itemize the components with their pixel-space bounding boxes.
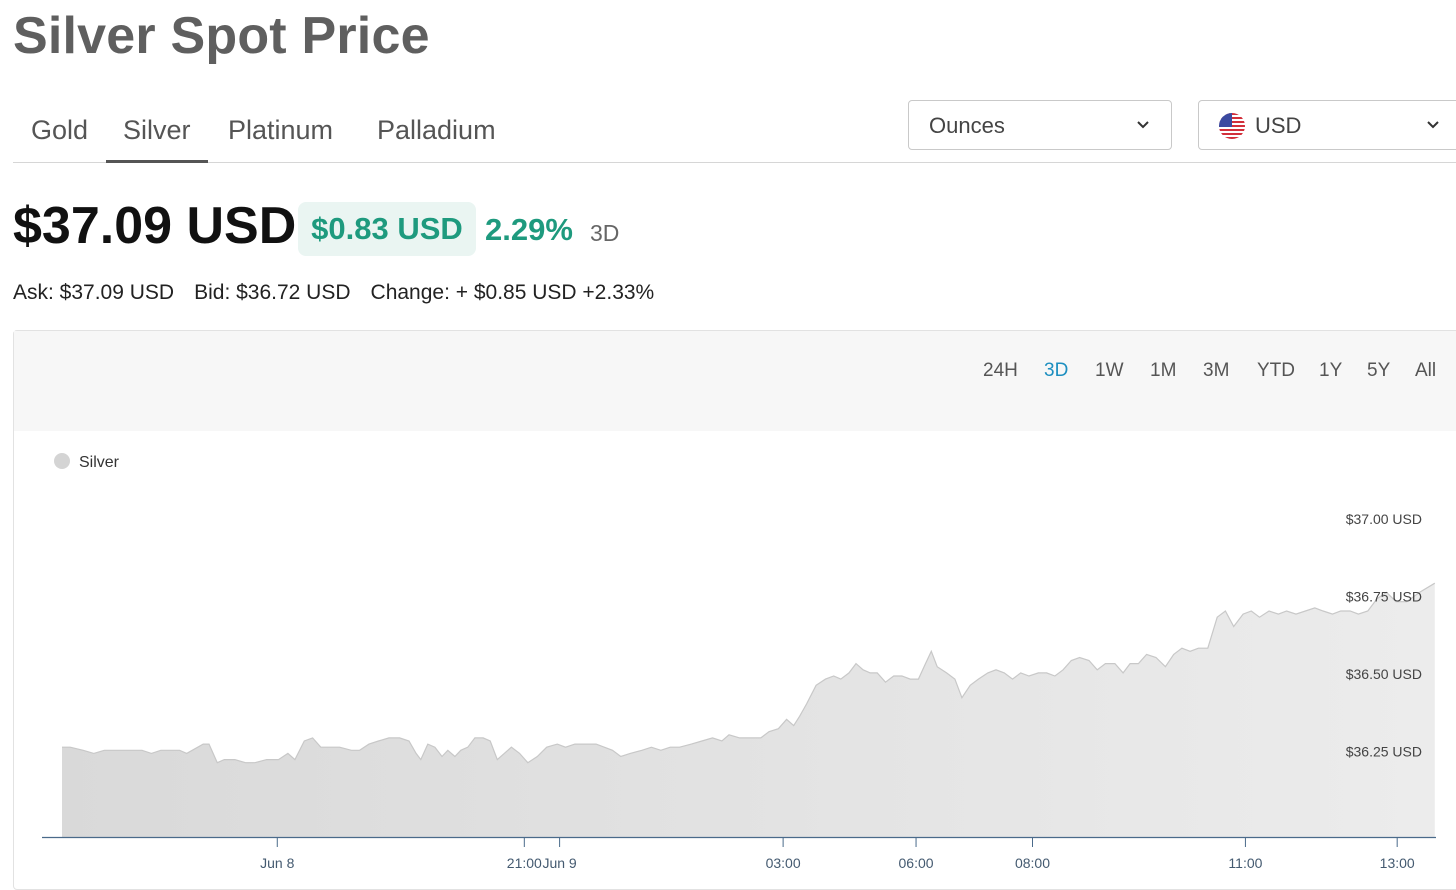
range-1m-button[interactable]: 1M (1150, 360, 1177, 381)
chart-panel: 24H 3D 1W 1M 3M YTD 1Y 5Y All Silver $36.… (13, 330, 1456, 890)
x-tick-label: Jun 8 (260, 855, 294, 871)
y-tick-label: $36.50 USD (1346, 666, 1422, 682)
period-tag: 3D (590, 220, 620, 246)
y-tick-label: $37.00 USD (1346, 511, 1422, 527)
chevron-down-icon (1137, 121, 1149, 129)
y-tick-label: $36.75 USD (1346, 589, 1422, 605)
range-3m-button[interactable]: 3M (1203, 360, 1230, 381)
range-3d-button[interactable]: 3D (1044, 360, 1069, 381)
y-tick-label: $36.25 USD (1346, 743, 1422, 759)
quote-line: Ask: $37.09 USD Bid: $36.72 USD Change: + … (13, 281, 674, 305)
x-tick-label: 06:00 (899, 855, 934, 871)
bid-price: Bid: $36.72 USD (194, 281, 351, 304)
silver-area (62, 583, 1435, 837)
unit-select[interactable]: Ounces (908, 100, 1172, 150)
legend-label: Silver (79, 454, 120, 471)
range-ytd-button[interactable]: YTD (1257, 360, 1295, 381)
x-tick-label: 11:00 (1228, 855, 1262, 871)
range-all-button[interactable]: All (1415, 360, 1437, 381)
x-tick-label: 21:00 (507, 855, 542, 871)
tab-platinum[interactable]: Platinum (228, 115, 334, 145)
metal-tabs: Gold Silver Platinum Palladium (13, 100, 1456, 163)
currency-select-value: USD (1255, 113, 1302, 138)
tab-palladium[interactable]: Palladium (377, 115, 496, 145)
quote-change: Change: + $0.85 USD +2.33% (370, 281, 655, 304)
range-5y-button[interactable]: 5Y (1367, 360, 1391, 381)
silver-price-chart[interactable]: Silver $36.25 USD $36.50 USD $36.75 USD $37.… (14, 331, 1456, 886)
range-1w-button[interactable]: 1W (1095, 360, 1124, 381)
x-tick-label: 13:00 (1380, 855, 1415, 871)
x-tick-label: Jun 9 (542, 855, 576, 871)
current-price: $37.09 USD (13, 197, 297, 255)
currency-select[interactable]: USD (1198, 100, 1456, 150)
tab-gold[interactable]: Gold (31, 115, 89, 145)
range-selector: 24H 3D 1W 1M 3M YTD 1Y 5Y All (14, 331, 1456, 431)
range-24h-button[interactable]: 24H (983, 360, 1018, 381)
silver-line (62, 582, 1436, 764)
page-title: Silver Spot Price (13, 7, 430, 65)
price-change-badge: $0.83 USD (298, 202, 476, 256)
x-tick-label: 08:00 (1015, 855, 1050, 871)
ask-price: Ask: $37.09 USD (13, 281, 175, 304)
legend-marker (54, 453, 70, 469)
unit-select-value: Ounces (929, 113, 1005, 138)
x-tick-label: 03:00 (766, 855, 801, 871)
us-flag-icon (1219, 113, 1245, 139)
range-1y-button[interactable]: 1Y (1319, 360, 1343, 381)
chevron-down-icon (1427, 121, 1439, 129)
tab-silver[interactable]: Silver (106, 112, 208, 163)
price-change-percent: 2.29% (485, 212, 573, 247)
